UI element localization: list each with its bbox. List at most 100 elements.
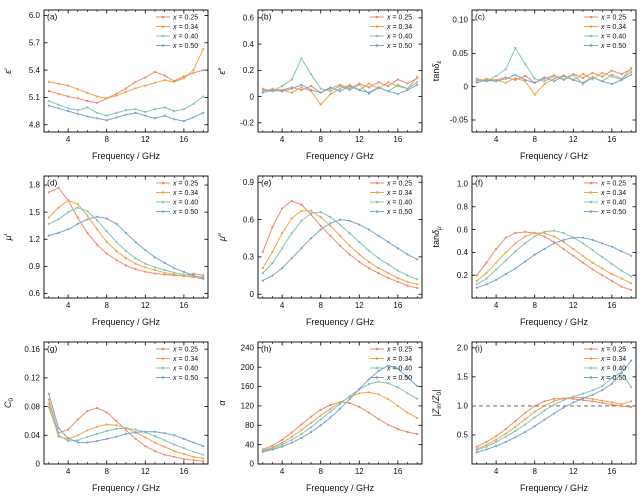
data-marker — [182, 447, 185, 450]
data-marker — [319, 228, 322, 231]
data-marker — [358, 83, 361, 86]
data-marker — [524, 230, 527, 233]
data-marker — [475, 449, 478, 452]
data-marker — [96, 101, 99, 104]
panel-label: (g) — [47, 344, 58, 354]
y-tick-label: 2.0 — [457, 344, 469, 353]
y-tick-label: 6.0 — [29, 11, 41, 20]
legend-label: x = 0.40 — [386, 34, 412, 41]
data-marker — [367, 82, 370, 85]
data-marker — [338, 407, 342, 410]
panel-label: (e) — [261, 178, 272, 188]
data-marker — [475, 274, 478, 277]
panel-f: 4 8 12 16 0.2 0.4 0.6 0.8 1.0 (f) x = 0.25 x = 0.34… — [428, 167, 642, 333]
legend-marker — [589, 357, 593, 360]
legend-label: x = 0.34 — [386, 356, 412, 363]
data-marker — [591, 71, 594, 74]
panel-e: 4 8 12 16 0 0.3 0.6 0.9 (e) x = 0.25 x = 0.34 x = 0… — [214, 167, 428, 333]
data-marker — [290, 435, 293, 438]
legend-label: x = 0.34 — [172, 24, 198, 31]
data-marker — [271, 274, 274, 277]
data-marker — [416, 432, 419, 436]
data-marker — [202, 69, 205, 72]
legend-label: x = 0.50 — [600, 209, 626, 216]
data-marker — [581, 399, 584, 402]
data-marker — [290, 232, 293, 235]
data-marker — [485, 445, 488, 448]
data-marker — [514, 436, 517, 439]
legend-marker — [375, 25, 379, 28]
data-marker — [76, 112, 79, 115]
data-marker — [533, 231, 536, 235]
data-marker — [105, 114, 108, 117]
legend-marker — [161, 15, 165, 19]
y-axis-label: ε″ — [217, 67, 227, 75]
legend-label: x = 0.50 — [386, 375, 412, 382]
panel-a: 4 8 12 16 4.8 5.1 5.4 5.7 6.0 (a) x = 0.25 x = 0.34… — [0, 1, 214, 167]
data-marker — [153, 70, 156, 73]
data-marker — [348, 232, 351, 235]
legend-marker — [375, 15, 379, 19]
data-marker — [76, 439, 79, 442]
data-marker — [533, 81, 536, 84]
data-marker — [396, 247, 399, 250]
data-marker — [163, 271, 166, 274]
x-tick-label: 4 — [280, 301, 285, 310]
data-marker — [601, 267, 604, 270]
data-marker — [533, 77, 536, 80]
y-tick-label: 0.9 — [243, 178, 255, 187]
data-marker — [348, 398, 351, 401]
data-marker — [86, 91, 89, 94]
data-marker — [134, 111, 137, 114]
series-line-2 — [476, 371, 632, 451]
data-marker — [47, 402, 50, 405]
legend-marker — [161, 191, 165, 194]
data-marker — [96, 406, 99, 410]
data-marker — [514, 242, 517, 245]
data-marker — [300, 209, 303, 212]
data-marker — [562, 74, 565, 78]
series-group — [261, 57, 419, 106]
data-marker — [319, 414, 322, 417]
data-marker — [495, 74, 498, 78]
legend-label: x = 0.25 — [172, 181, 198, 188]
data-marker — [144, 270, 147, 273]
panel-label: (a) — [47, 12, 58, 22]
data-marker — [377, 272, 380, 275]
data-marker — [144, 436, 147, 439]
data-marker — [552, 80, 556, 83]
data-marker — [367, 228, 370, 231]
data-marker — [96, 432, 99, 435]
y-tick-label: 200 — [241, 363, 255, 372]
data-marker — [163, 432, 166, 435]
data-marker — [67, 84, 70, 87]
x-tick-label: 16 — [179, 135, 188, 144]
data-marker — [47, 104, 50, 107]
y-tick-label: 40 — [245, 440, 254, 449]
data-marker — [416, 258, 419, 261]
legend-marker — [375, 376, 379, 379]
data-marker — [319, 91, 322, 94]
legend-marker — [375, 366, 379, 370]
data-marker — [591, 397, 594, 400]
data-marker — [514, 419, 517, 423]
data-marker — [319, 211, 322, 214]
data-marker — [504, 432, 507, 435]
data-marker — [300, 86, 303, 89]
data-marker — [572, 395, 575, 398]
data-marker — [290, 78, 293, 81]
data-marker — [367, 86, 370, 89]
data-marker — [261, 91, 264, 94]
data-marker — [115, 94, 118, 97]
data-marker — [406, 376, 409, 379]
legend-label: x = 0.34 — [600, 190, 626, 197]
data-marker — [601, 255, 604, 259]
data-marker — [144, 262, 147, 265]
data-marker — [300, 247, 303, 250]
data-marker — [319, 103, 322, 106]
x-tick-label: 16 — [607, 301, 616, 310]
legend-marker — [375, 347, 379, 351]
data-marker — [504, 81, 507, 84]
data-marker — [396, 386, 399, 389]
data-marker — [173, 434, 176, 437]
